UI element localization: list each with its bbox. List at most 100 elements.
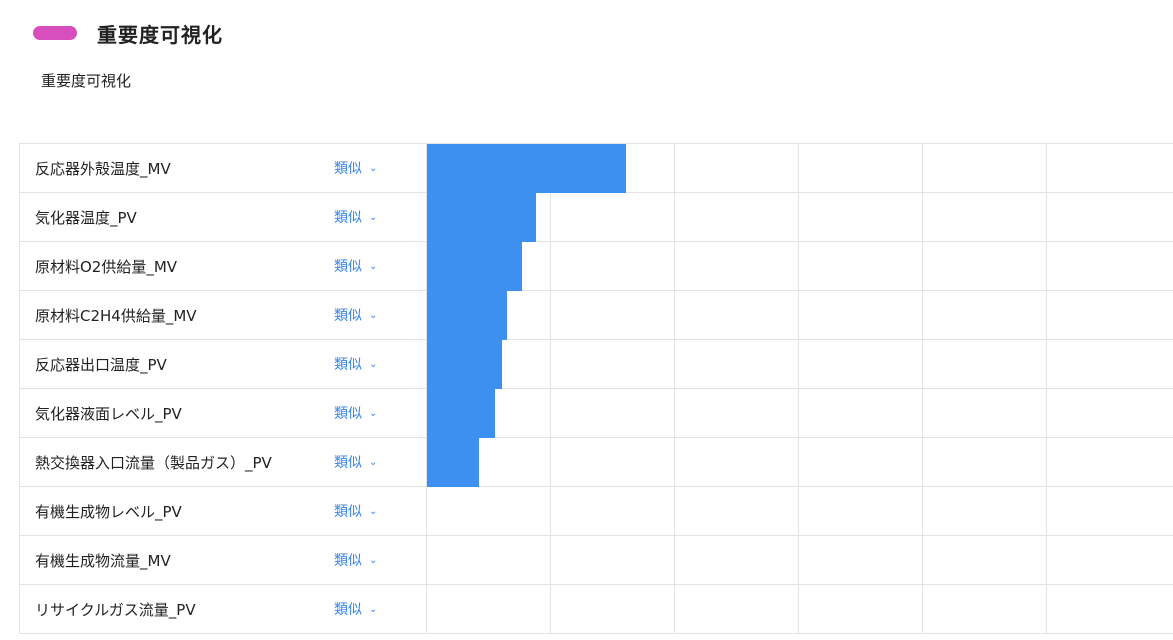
chevron-down-icon: ⌄ bbox=[369, 211, 378, 223]
bar-cell bbox=[427, 487, 1173, 535]
feature-label: 気化器温度_PV bbox=[35, 208, 137, 227]
bar-cell bbox=[427, 438, 1173, 487]
importance-table: 反応器外殻温度_MV 類似 ⌄ 気化器温度_PV 類似 ⌄ 原材料O2供給量_MV 類似 ⌄ 原材… bbox=[19, 143, 1173, 634]
similarity-dropdown-label: 類似 bbox=[334, 357, 362, 373]
feature-label: リサイクルガス流量_PV bbox=[35, 600, 196, 619]
grid-cell bbox=[923, 438, 1047, 486]
grid-cell bbox=[675, 291, 799, 339]
grid-cell bbox=[799, 242, 923, 290]
grid-cell bbox=[1047, 291, 1173, 339]
similarity-dropdown-label: 類似 bbox=[334, 161, 362, 177]
bar-cell bbox=[427, 193, 1173, 242]
grid-cell bbox=[1047, 193, 1173, 241]
grid-cell bbox=[923, 291, 1047, 339]
grid-cell bbox=[675, 389, 799, 437]
bar-cell bbox=[427, 389, 1173, 438]
similarity-dropdown[interactable]: 類似 ⌄ bbox=[334, 438, 427, 486]
feature-label: 原材料O2供給量_MV bbox=[35, 257, 178, 276]
grid-cell bbox=[675, 193, 799, 241]
grid-cell bbox=[551, 291, 675, 339]
feature-label: 反応器外殻温度_MV bbox=[35, 159, 171, 178]
similarity-dropdown-label: 類似 bbox=[334, 553, 362, 569]
importance-bar bbox=[427, 389, 495, 438]
table-row: 原材料O2供給量_MV 類似 ⌄ bbox=[20, 242, 1173, 291]
grid-cell bbox=[799, 144, 923, 192]
grid-cell bbox=[427, 487, 551, 535]
importance-bar bbox=[427, 144, 626, 193]
bar-cell bbox=[427, 536, 1173, 584]
feature-label: 気化器液面レベル_PV bbox=[35, 404, 182, 423]
grid-cell bbox=[551, 585, 675, 633]
grid-cell bbox=[551, 340, 675, 388]
grid-cell bbox=[923, 487, 1047, 535]
similarity-dropdown[interactable]: 類似 ⌄ bbox=[334, 389, 427, 437]
grid-cell bbox=[675, 438, 799, 486]
grid-cell bbox=[1047, 340, 1173, 388]
grid-cell bbox=[427, 340, 551, 388]
grid-cell bbox=[427, 193, 551, 241]
similarity-dropdown[interactable]: 類似 ⌄ bbox=[334, 193, 427, 241]
similarity-dropdown[interactable]: 類似 ⌄ bbox=[334, 242, 427, 290]
grid-cell bbox=[1047, 389, 1173, 437]
page-header: 重要度可視化 bbox=[33, 18, 223, 48]
grid-cell bbox=[675, 340, 799, 388]
grid-cell bbox=[923, 585, 1047, 633]
grid-cell bbox=[427, 389, 551, 437]
grid-cell bbox=[1047, 438, 1173, 486]
table-row: 気化器液面レベル_PV 類似 ⌄ bbox=[20, 389, 1173, 438]
similarity-dropdown[interactable]: 類似 ⌄ bbox=[334, 487, 427, 535]
grid-cell bbox=[923, 536, 1047, 584]
chevron-down-icon: ⌄ bbox=[369, 162, 378, 174]
feature-label: 反応器出口温度_PV bbox=[35, 355, 167, 374]
grid-cell bbox=[427, 585, 551, 633]
grid-cell bbox=[1047, 585, 1173, 633]
grid-cell bbox=[551, 536, 675, 584]
grid-cell bbox=[1047, 536, 1173, 584]
importance-bar bbox=[427, 193, 536, 242]
similarity-dropdown-label: 類似 bbox=[334, 504, 362, 520]
grid-cell bbox=[1047, 242, 1173, 290]
table-row: 有機生成物流量_MV 類似 ⌄ bbox=[20, 536, 1173, 585]
chevron-down-icon: ⌄ bbox=[369, 603, 378, 615]
importance-bar bbox=[427, 340, 502, 389]
chevron-down-icon: ⌄ bbox=[369, 505, 378, 517]
grid-cell bbox=[1047, 487, 1173, 535]
bar-cell bbox=[427, 340, 1173, 389]
similarity-dropdown-label: 類似 bbox=[334, 210, 362, 226]
chevron-down-icon: ⌄ bbox=[369, 407, 378, 419]
section-marker-pill bbox=[33, 26, 77, 40]
table-row: 熱交換器入口流量（製品ガス）_PV 類似 ⌄ bbox=[20, 438, 1173, 487]
grid-cell bbox=[799, 340, 923, 388]
grid-cell bbox=[799, 585, 923, 633]
similarity-dropdown-label: 類似 bbox=[334, 602, 362, 618]
grid-cell bbox=[675, 487, 799, 535]
similarity-dropdown-label: 類似 bbox=[334, 308, 362, 324]
grid-cell bbox=[675, 585, 799, 633]
grid-cell bbox=[675, 144, 799, 192]
grid-cell bbox=[799, 438, 923, 486]
grid-cell bbox=[427, 242, 551, 290]
similarity-dropdown[interactable]: 類似 ⌄ bbox=[334, 144, 427, 192]
bar-cell bbox=[427, 144, 1173, 193]
feature-label: 有機生成物流量_MV bbox=[35, 551, 171, 570]
bar-cell bbox=[427, 291, 1173, 340]
similarity-dropdown-label: 類似 bbox=[334, 455, 362, 471]
grid-cell bbox=[427, 291, 551, 339]
similarity-dropdown[interactable]: 類似 ⌄ bbox=[334, 585, 427, 633]
similarity-dropdown[interactable]: 類似 ⌄ bbox=[334, 536, 427, 584]
chevron-down-icon: ⌄ bbox=[369, 554, 378, 566]
grid-cell bbox=[551, 193, 675, 241]
similarity-dropdown[interactable]: 類似 ⌄ bbox=[334, 340, 427, 388]
table-row: 原材料C2H4供給量_MV 類似 ⌄ bbox=[20, 291, 1173, 340]
table-row: 気化器温度_PV 類似 ⌄ bbox=[20, 193, 1173, 242]
grid-cell bbox=[1047, 144, 1173, 192]
bar-cell bbox=[427, 585, 1173, 633]
importance-bar bbox=[427, 291, 507, 340]
chevron-down-icon: ⌄ bbox=[369, 456, 378, 468]
grid-cell bbox=[923, 389, 1047, 437]
grid-cell bbox=[923, 144, 1047, 192]
bar-cell bbox=[427, 242, 1173, 291]
similarity-dropdown[interactable]: 類似 ⌄ bbox=[334, 291, 427, 339]
table-row: リサイクルガス流量_PV 類似 ⌄ bbox=[20, 585, 1173, 634]
feature-label: 原材料C2H4供給量_MV bbox=[35, 306, 197, 325]
